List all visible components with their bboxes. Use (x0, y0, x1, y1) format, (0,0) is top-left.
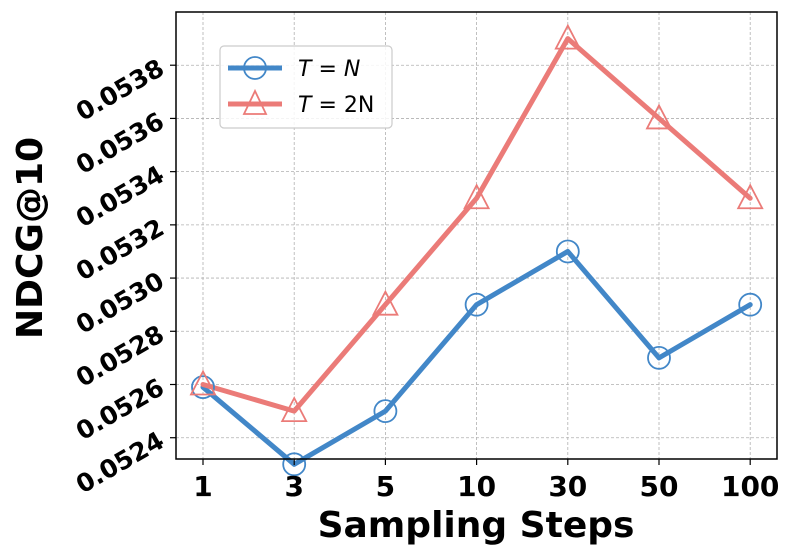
data-point-s0-3 (282, 452, 307, 477)
legend-marker-triangle (242, 88, 268, 115)
data-point-s1-50 (645, 103, 673, 130)
legend-marker-circle (243, 56, 267, 80)
data-point-s1-3 (280, 396, 308, 423)
series-line-1 (200, 36, 753, 414)
data-point-s1-100 (736, 183, 764, 210)
x-tick-label-1: 1 (193, 470, 212, 503)
x-tick-label-5: 5 (376, 470, 395, 503)
data-point-s0-50 (647, 345, 671, 370)
x-tick-label-10: 10 (457, 470, 496, 503)
data-point-s1-1 (189, 369, 217, 396)
y-axis-ticks: 0.05240.05260.05280.05300.05320.05340.05… (71, 53, 176, 499)
data-point-s0-100 (738, 292, 763, 317)
data-point-s0-10 (464, 292, 489, 317)
data-point-s0-30 (555, 239, 580, 264)
x-axis-ticks: 1 3 5 10 30 50 100 (193, 459, 779, 503)
data-point-s0-1 (191, 375, 215, 400)
x-axis-label: Sampling Steps (318, 505, 635, 546)
legend-entry-t-equals-n: T = N (228, 56, 360, 82)
x-tick-label-3: 3 (284, 470, 303, 503)
legend-label-t-equals-n: T = N (298, 57, 360, 82)
x-tick-label-50: 50 (640, 470, 679, 503)
y-axis-label: NDCG@10 (10, 137, 51, 339)
legend-entry-t-equals-2n: T = 2N (228, 88, 374, 118)
legend: T = N T = 2N (219, 45, 393, 129)
data-point-s1-5 (371, 289, 399, 316)
series-layer (189, 23, 764, 477)
data-point-s1-30 (554, 23, 582, 50)
legend-label-t-equals-2n: T = 2N (298, 93, 374, 118)
data-point-s0-5 (373, 399, 398, 424)
x-tick-label-100: 100 (721, 470, 779, 503)
data-point-s1-10 (463, 183, 491, 210)
x-tick-label-30: 30 (548, 470, 587, 503)
